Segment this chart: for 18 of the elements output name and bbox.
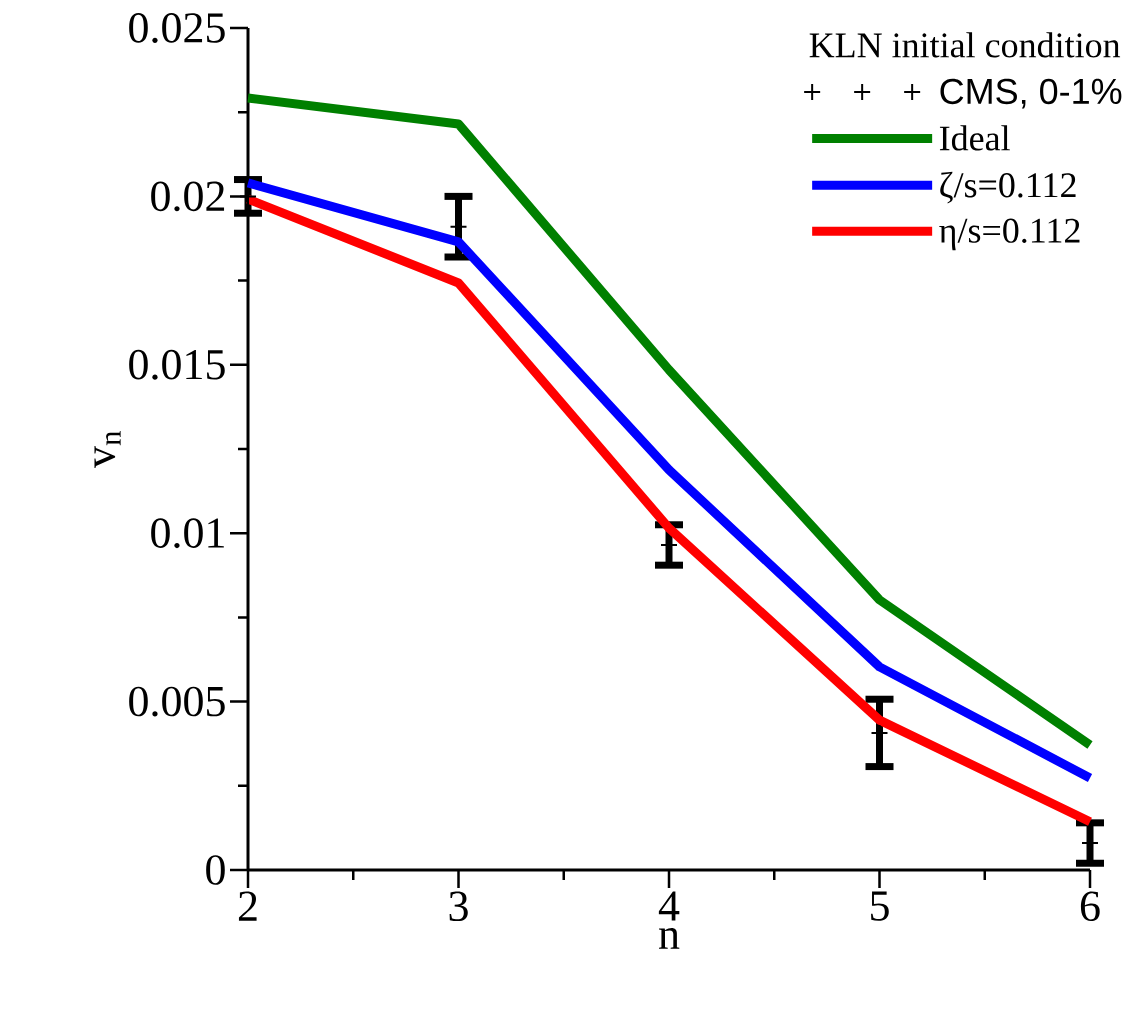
x-tick-label: 6 <box>1080 891 1100 922</box>
legend-label: ζ/s=0.112 <box>940 171 1076 204</box>
y-tick-label: 0.02 <box>151 181 225 212</box>
y-tick-label: 0.01 <box>151 518 224 549</box>
x-axis-title: n <box>659 927 680 949</box>
x-tick-label: 2 <box>238 891 257 921</box>
y-tick-label: 0.015 <box>129 349 225 380</box>
y-tick-label: 0.005 <box>129 686 225 717</box>
y-tick-label: 0 <box>206 855 225 885</box>
x-tick-label: 4 <box>658 891 680 921</box>
x-tick-label: 5 <box>871 891 889 921</box>
legend-label: CMS, 0-1% <box>940 78 1122 109</box>
y-axis-title: v$_{n}$ <box>94 431 121 468</box>
y-tick-label: 0.025 <box>129 13 225 43</box>
x-tick-label: 3 <box>449 891 468 922</box>
legend-label: Ideal <box>939 125 1010 151</box>
legend-label: η/s=0.112 <box>939 218 1080 251</box>
legend-title: KLN initial condition <box>809 32 1121 58</box>
